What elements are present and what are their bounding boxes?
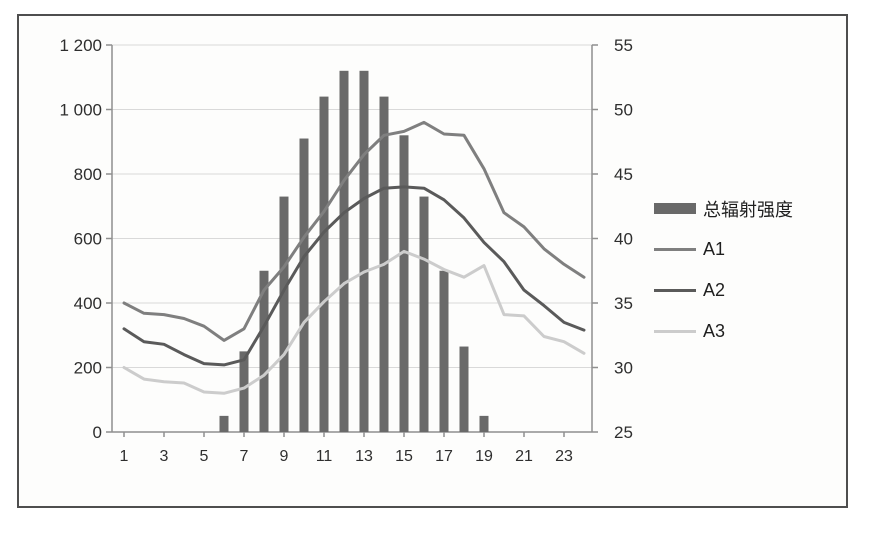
left-axis-tick-label: 600	[74, 230, 102, 249]
radiation-bar	[359, 70, 369, 433]
right-axis-tick-label: 25	[614, 423, 633, 442]
x-axis-tick-label: 11	[316, 448, 333, 465]
radiation-bar	[299, 138, 309, 432]
x-axis-tick-label: 13	[355, 448, 373, 465]
x-axis-tick-label: 9	[280, 448, 289, 465]
right-axis-tick-label: 50	[614, 101, 633, 120]
legend-label-a2: A2	[703, 280, 726, 300]
series-line-a1	[122, 120, 586, 342]
left-axis-tick-label: 0	[93, 423, 102, 442]
left-axis-tick-label: 200	[74, 359, 102, 378]
radiation-bar	[479, 415, 489, 432]
right-axis-tick-label: 45	[614, 165, 633, 184]
radiation-bar	[259, 270, 269, 432]
right-axis-tick-label: 55	[614, 36, 633, 55]
radiation-bar	[399, 135, 409, 433]
legend: 总辐射强度 A1 A2 A3	[654, 188, 793, 352]
a3-line-swatch	[654, 330, 696, 333]
a2-line-swatch	[654, 289, 696, 292]
chart-frame: 0 200 400 600 800 1 000 1 200 25 30 35 40 45 50 55 1 3 5…	[17, 14, 848, 508]
radiation-bar	[419, 196, 429, 432]
series-line-a2	[122, 185, 586, 367]
x-axis-tick-label: 3	[160, 448, 169, 465]
radiation-bar	[319, 96, 329, 432]
bar-swatch	[654, 203, 696, 214]
x-axis-tick-label: 5	[200, 448, 209, 465]
x-axis-tick-label: 17	[435, 448, 453, 465]
legend-item-a2: A2	[654, 270, 793, 311]
legend-label-a1: A1	[703, 239, 726, 259]
x-axis-tick-label: 15	[395, 448, 413, 465]
left-axis-tick-label: 1 200	[59, 36, 102, 55]
series-line-a3	[122, 249, 586, 395]
x-axis-tick-label: 1	[120, 448, 129, 465]
radiation-bar	[219, 415, 229, 432]
legend-label-a3: A3	[703, 321, 726, 341]
radiation-bar	[459, 346, 469, 432]
legend-item-a1: A1	[654, 229, 793, 270]
radiation-bar	[439, 270, 449, 432]
right-axis-tick-label: 35	[614, 294, 633, 313]
x-axis-tick-label: 7	[240, 448, 249, 465]
radiation-bar	[239, 351, 249, 432]
legend-item-radiation: 总辐射强度	[654, 188, 793, 229]
left-axis-tick-label: 800	[74, 165, 102, 184]
right-axis-tick-label: 40	[614, 230, 633, 249]
radiation-bar	[279, 196, 289, 432]
radiation-bar	[339, 70, 349, 433]
a1-line-swatch	[654, 248, 696, 251]
legend-label-radiation: 总辐射强度	[703, 199, 793, 220]
right-axis-tick-label: 30	[614, 359, 633, 378]
x-axis-tick-label: 21	[515, 448, 533, 465]
x-axis-tick-label: 23	[555, 448, 573, 465]
left-axis-tick-label: 400	[74, 294, 102, 313]
legend-item-a3: A3	[654, 311, 793, 352]
left-axis-tick-label: 1 000	[59, 101, 102, 120]
x-axis-tick-label: 19	[475, 448, 493, 465]
